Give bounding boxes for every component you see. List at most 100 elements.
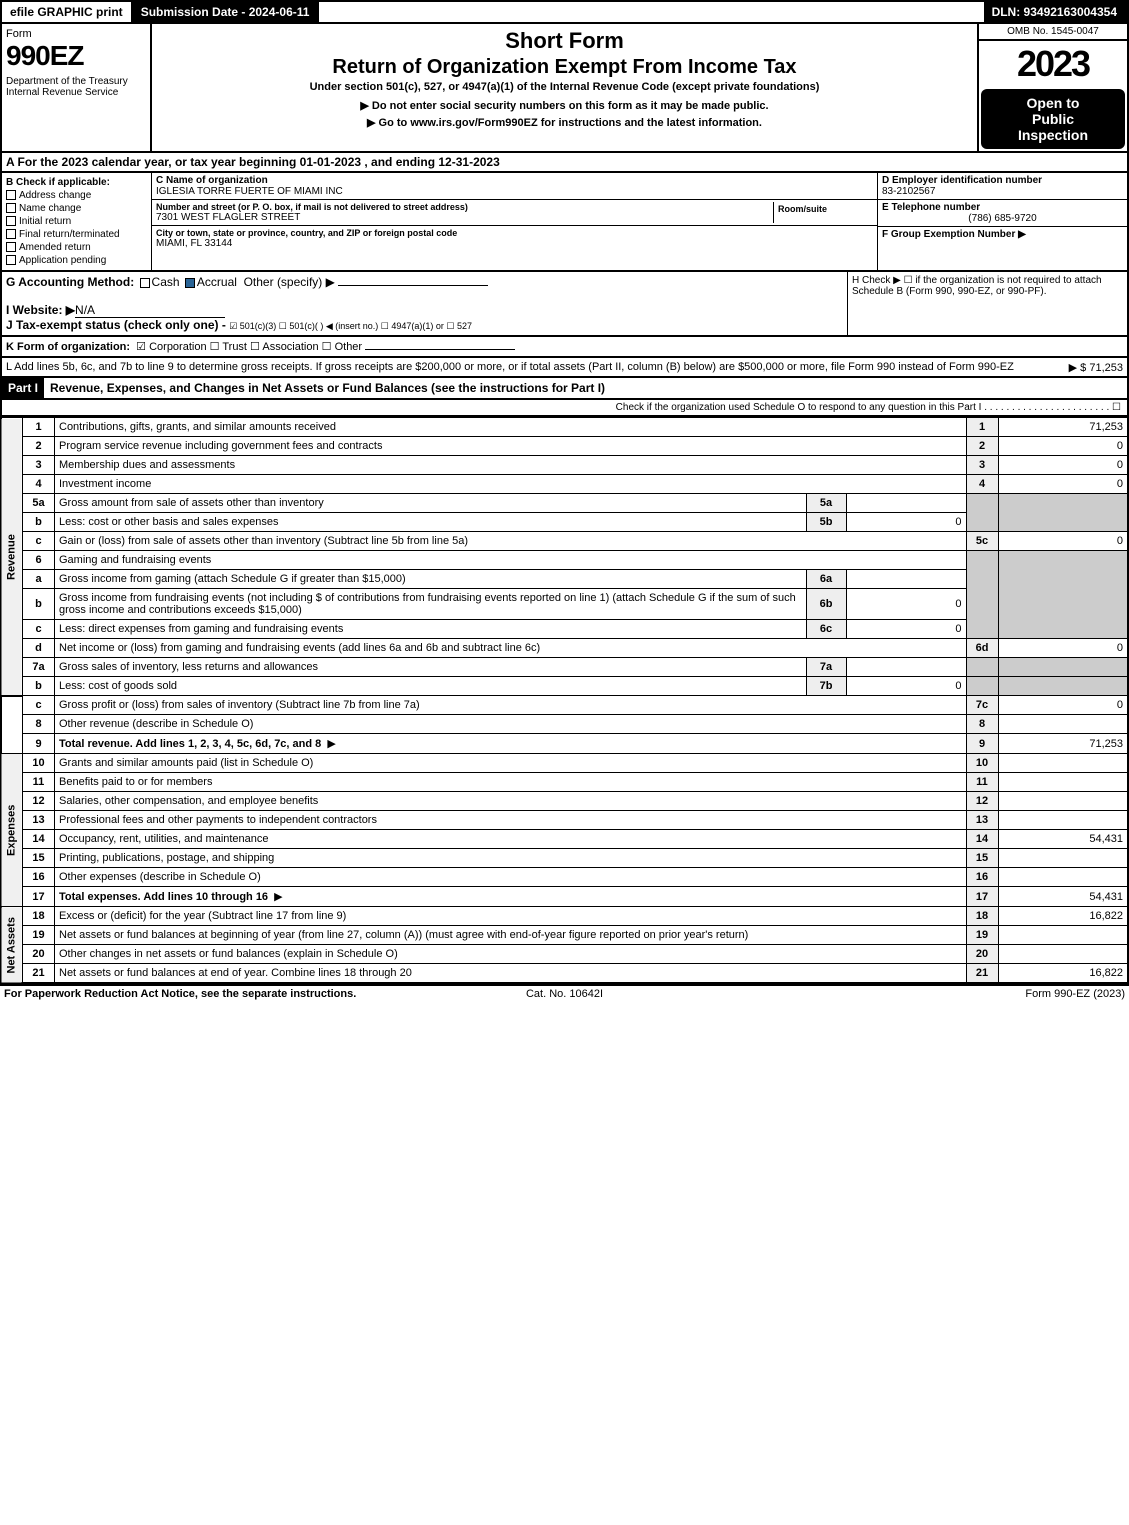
l7b-n: b [23,677,55,696]
l5ab-shade [966,494,998,532]
open-to-public: Open to Public Inspection [981,89,1125,149]
f-box: F Group Exemption Number ▶ [878,227,1127,242]
chk-name-change[interactable]: Name change [6,203,147,214]
chk-initial-return[interactable]: Initial return [6,216,147,227]
main-title: Return of Organization Exempt From Incom… [156,56,973,79]
form-number: 990EZ [6,40,146,72]
l10-amt [998,754,1128,773]
l3-ln: 3 [966,456,998,475]
l14-ln: 14 [966,830,998,849]
l6b-n: b [23,589,55,620]
l10-t: Grants and similar amounts paid (list in… [55,754,967,773]
part1-bar: Part I Revenue, Expenses, and Changes in… [0,378,1129,400]
part1-sub: Check if the organization used Schedule … [0,400,1129,417]
l6d-ln: 6d [966,639,998,658]
l5a-n: 5a [23,494,55,513]
l4-ln: 4 [966,475,998,494]
l21-t: Net assets or fund balances at end of ye… [55,964,967,984]
efile-label[interactable]: efile GRAPHIC print [2,2,133,22]
l5b-sv: 0 [846,513,966,532]
chk-accrual[interactable] [185,278,195,288]
l6c-sv: 0 [846,620,966,639]
l5c-amt: 0 [998,532,1128,551]
l21-amt: 16,822 [998,964,1128,984]
section-a: A For the 2023 calendar year, or tax yea… [0,153,1129,173]
l4-t: Investment income [55,475,967,494]
i-label: I Website: ▶ [6,303,75,317]
l6-shade [966,551,998,639]
b-header: B Check if applicable: [6,177,147,188]
l6c-t: Less: direct expenses from gaming and fu… [55,620,807,639]
sub-title: Under section 501(c), 527, or 4947(a)(1)… [156,81,973,93]
row-g-h: G Accounting Method: Cash Accrual Other … [0,272,1129,337]
l7a-sv [846,658,966,677]
l6b-sl: 6b [806,589,846,620]
footer-right: Form 990-EZ (2023) [751,988,1125,1000]
form-id-block: Form 990EZ Department of the Treasury In… [2,24,152,151]
l6c-n: c [23,620,55,639]
part1-title: Revenue, Expenses, and Changes in Net As… [44,378,1127,398]
l8-ln: 8 [966,715,998,734]
l7b-sv: 0 [846,677,966,696]
k-label: K Form of organization: [6,341,130,353]
chk-cash[interactable] [140,278,150,288]
side-netassets: Net Assets [1,907,23,984]
l7c-amt: 0 [998,696,1128,715]
g-accounting: G Accounting Method: Cash Accrual Other … [2,272,847,335]
l14-n: 14 [23,830,55,849]
l12-amt [998,792,1128,811]
l20-n: 20 [23,945,55,964]
j-opts: ☑ 501(c)(3) ☐ 501(c)( ) ◀ (insert no.) ☐… [229,321,472,331]
l8-t: Other revenue (describe in Schedule O) [55,715,967,734]
city-hdr: City or town, state or province, country… [156,228,873,238]
info-grid: B Check if applicable: Address change Na… [0,173,1129,272]
l7b-shade [966,677,998,696]
open1: Open to [987,95,1119,111]
h-box: H Check ▶ ☐ if the organization is not r… [847,272,1127,335]
l6a-t: Gross income from gaming (attach Schedul… [55,570,807,589]
k-other-input[interactable] [365,349,515,350]
g-other-input[interactable] [338,285,488,286]
l17-ln: 17 [966,887,998,907]
l3-n: 3 [23,456,55,475]
chk-app-pending[interactable]: Application pending [6,255,147,266]
l16-n: 16 [23,868,55,887]
l7a-t: Gross sales of inventory, less returns a… [55,658,807,677]
l5ab-shade2 [998,494,1128,532]
l6-n: 6 [23,551,55,570]
l15-n: 15 [23,849,55,868]
chk-address-change[interactable]: Address change [6,190,147,201]
d-box: D Employer identification number 83-2102… [878,173,1127,200]
l5b-t: Less: cost or other basis and sales expe… [55,513,807,532]
part1-header: Part I [2,378,44,398]
go-to-link[interactable]: ▶ Go to www.irs.gov/Form990EZ for instru… [156,116,973,129]
l13-ln: 13 [966,811,998,830]
f-hdr: F Group Exemption Number ▶ [882,229,1026,240]
l5a-sl: 5a [806,494,846,513]
l4-n: 4 [23,475,55,494]
l10-ln: 10 [966,754,998,773]
l1-ln: 1 [966,418,998,437]
org-name: IGLESIA TORRE FUERTE OF MIAMI INC [156,186,873,197]
chk-final-return[interactable]: Final return/terminated [6,229,147,240]
l18-n: 18 [23,907,55,926]
l15-amt [998,849,1128,868]
dln: DLN: 93492163004354 [984,2,1127,22]
l5a-sv [846,494,966,513]
j-label: J Tax-exempt status (check only one) - [6,318,226,332]
footer: For Paperwork Reduction Act Notice, see … [0,984,1129,1002]
l5c-t: Gain or (loss) from sale of assets other… [55,532,967,551]
d-hdr: D Employer identification number [882,175,1123,186]
l-amount: ▶ $ 71,253 [1069,361,1123,374]
submission-date: Submission Date - 2024-06-11 [133,2,320,22]
l7c-n: c [23,696,55,715]
col-def: D Employer identification number 83-2102… [877,173,1127,270]
chk-amended[interactable]: Amended return [6,242,147,253]
c-street-row: Number and street (or P. O. box, if mail… [152,200,877,226]
l12-ln: 12 [966,792,998,811]
l6a-sl: 6a [806,570,846,589]
l21-n: 21 [23,964,55,984]
l19-amt [998,926,1128,945]
l3-t: Membership dues and assessments [55,456,967,475]
h-text: H Check ▶ ☐ if the organization is not r… [852,275,1102,297]
